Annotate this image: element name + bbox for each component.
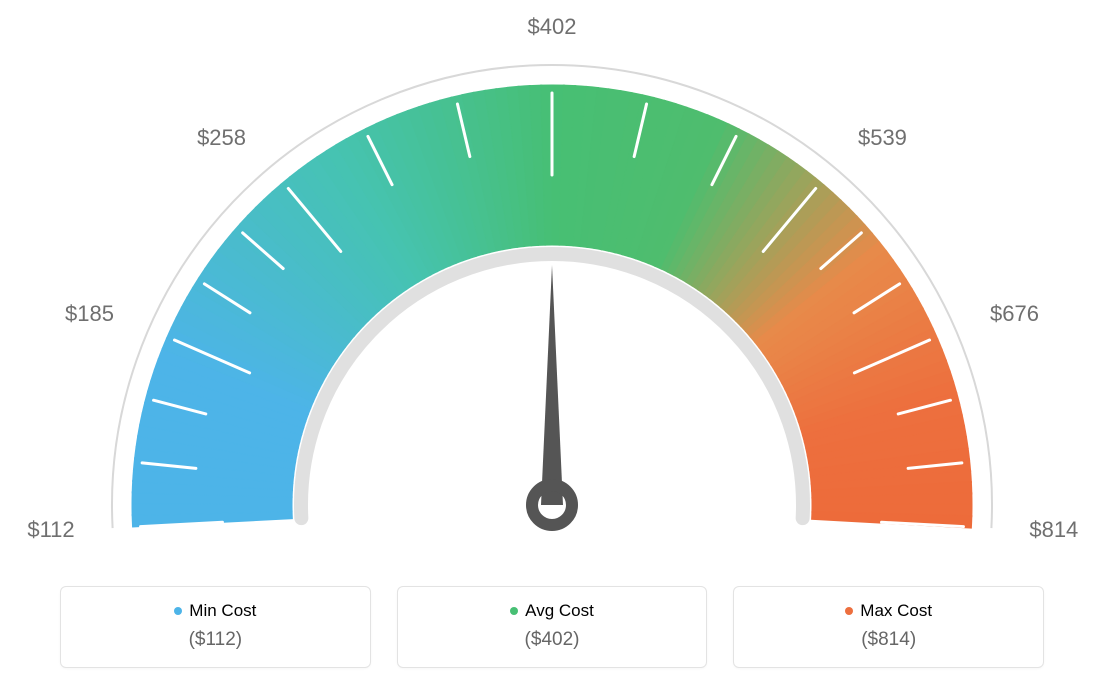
legend-avg-value: ($402) bbox=[408, 629, 697, 651]
legend-max-title: Max Cost bbox=[744, 601, 1033, 621]
legend-min-dot-icon bbox=[174, 607, 182, 615]
legend-max-label: Max Cost bbox=[860, 601, 932, 620]
legend-max-dot-icon bbox=[845, 607, 853, 615]
legend-max-value: ($814) bbox=[744, 629, 1033, 651]
legend-row: Min Cost ($112) Avg Cost ($402) Max Cost… bbox=[0, 586, 1104, 668]
gauge-tick-label: $185 bbox=[65, 301, 114, 327]
gauge-tick-label: $402 bbox=[528, 14, 577, 40]
legend-avg-dot-icon bbox=[510, 607, 518, 615]
legend-min-title: Min Cost bbox=[71, 601, 360, 621]
gauge-tick-label: $258 bbox=[197, 125, 246, 151]
legend-avg-cost: Avg Cost ($402) bbox=[397, 586, 708, 668]
legend-avg-label: Avg Cost bbox=[525, 601, 594, 620]
cost-gauge-chart: $112 $185 $258 $402 $539 $676 $814 Min Cost ($… bbox=[0, 0, 1104, 690]
legend-min-label: Min Cost bbox=[189, 601, 256, 620]
legend-avg-title: Avg Cost bbox=[408, 601, 697, 621]
legend-max-cost: Max Cost ($814) bbox=[733, 586, 1044, 668]
gauge-tick-label: $676 bbox=[990, 301, 1039, 327]
legend-min-cost: Min Cost ($112) bbox=[60, 586, 371, 668]
gauge-tick-label: $112 bbox=[27, 517, 74, 543]
legend-min-value: ($112) bbox=[71, 629, 360, 651]
gauge-svg bbox=[0, 0, 1104, 560]
gauge-tick-label: $814 bbox=[1029, 517, 1078, 543]
gauge-tick-label: $539 bbox=[858, 125, 907, 151]
